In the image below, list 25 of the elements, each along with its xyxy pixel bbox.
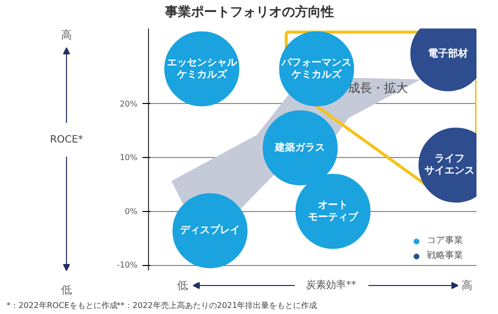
- y-tick-label: 20%: [120, 99, 138, 108]
- text: 高: [462, 279, 473, 292]
- y-tick-label: 0%: [124, 206, 138, 216]
- data-label: エッセンシャルケミカルズ: [166, 57, 238, 80]
- point: [172, 193, 248, 268]
- data-label: オートモーティブ: [308, 200, 359, 223]
- text: 低: [61, 284, 72, 296]
- legend-label: 戦略事業: [427, 250, 463, 262]
- text: 高: [61, 28, 72, 42]
- y-tick-label: -10%: [116, 260, 138, 270]
- point: [296, 174, 370, 249]
- annotation: 成長・拡大: [348, 80, 408, 95]
- chart-title: 事業ポートフォリオの方向性: [164, 4, 334, 20]
- y-tick-label: 10%: [120, 153, 138, 162]
- data-label: 建築ガラス: [274, 141, 326, 154]
- legend-label: コア事業: [427, 234, 463, 247]
- data-label: パフォーマンスケミカルズ: [280, 57, 352, 80]
- data-label: ライフサイエンス: [424, 154, 474, 177]
- data-label: 電子部材: [428, 47, 468, 60]
- x-axis-title: 炭素効率**: [306, 279, 356, 291]
- data-label: ディスプレイ: [180, 224, 240, 236]
- text: 低: [176, 279, 188, 292]
- y-axis-title: ROCE*: [50, 134, 84, 146]
- text: **：2022年売上高あたりの2021年排出量をもとに作成: [116, 301, 318, 310]
- text: *：2022年ROCEをもとに作成: [6, 301, 118, 310]
